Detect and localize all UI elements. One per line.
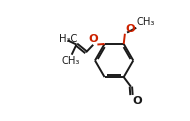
Text: CH₃: CH₃ (61, 56, 80, 66)
Text: O: O (126, 23, 135, 34)
Text: H₃C: H₃C (59, 34, 77, 44)
Text: CH₃: CH₃ (137, 17, 155, 27)
Text: O: O (89, 34, 98, 44)
Text: O: O (132, 96, 142, 106)
